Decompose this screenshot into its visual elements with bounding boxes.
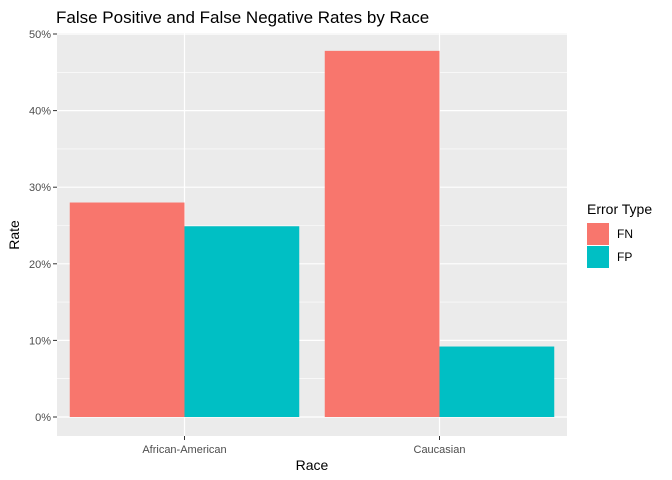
x-axis: African-American Caucasian bbox=[142, 436, 465, 456]
y-tick-label: 30% bbox=[29, 182, 51, 194]
legend-key-fp bbox=[587, 246, 609, 268]
y-axis: 0% 10% 20% 30% 40% 50% bbox=[29, 29, 57, 424]
bar-fp-african-american bbox=[184, 226, 300, 417]
x-axis-title: Race bbox=[296, 457, 329, 473]
bar-fp-caucasian bbox=[439, 346, 555, 417]
legend-label-fp: FP bbox=[617, 250, 632, 264]
x-tick-label: African-American bbox=[142, 444, 226, 456]
bars bbox=[69, 50, 555, 418]
y-tick-label: 50% bbox=[29, 29, 51, 41]
y-tick-label: 10% bbox=[29, 335, 51, 347]
y-tick-label: 20% bbox=[29, 259, 51, 271]
legend: Error Type FN FP bbox=[587, 201, 652, 268]
legend-title: Error Type bbox=[587, 201, 652, 217]
x-tick-label: Caucasian bbox=[414, 444, 466, 456]
bar-fn-african-american bbox=[69, 202, 185, 417]
y-tick-label: 40% bbox=[29, 106, 51, 118]
legend-key-fn bbox=[587, 223, 609, 245]
legend-label-fn: FN bbox=[617, 227, 633, 241]
y-axis-title: Rate bbox=[6, 220, 22, 250]
y-tick-label: 0% bbox=[35, 412, 51, 424]
chart-title: False Positive and False Negative Rates … bbox=[56, 8, 429, 27]
bar-fn-caucasian bbox=[324, 50, 440, 418]
